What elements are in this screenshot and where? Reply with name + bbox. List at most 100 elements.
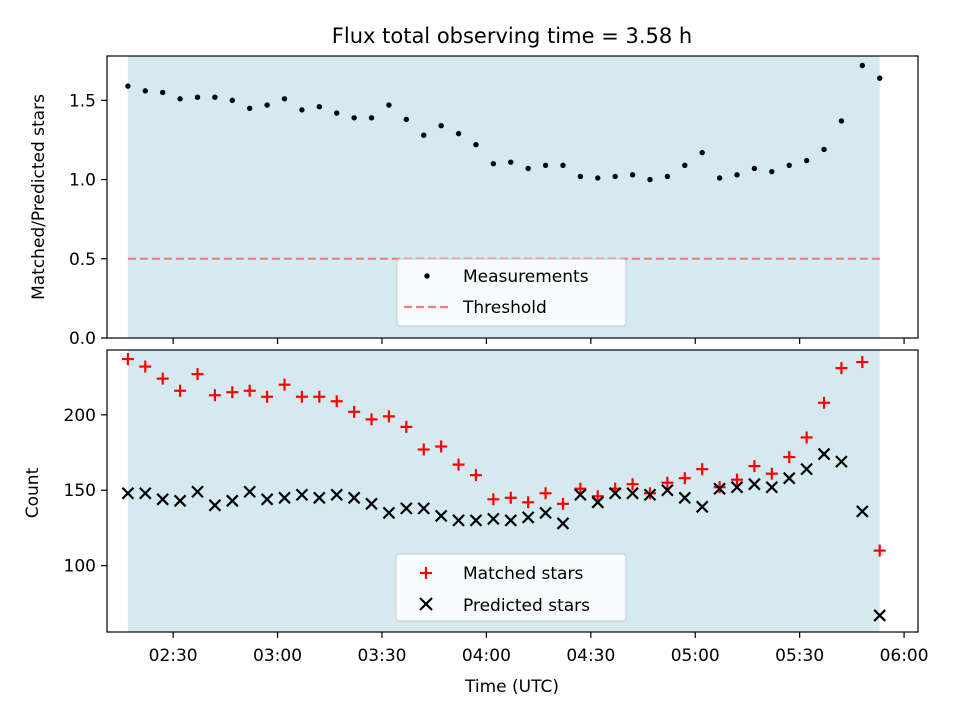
matched-star-point (556, 497, 569, 510)
measurement-point (264, 102, 270, 108)
legend-matched-label: Matched stars (463, 564, 583, 584)
measurement-point (316, 103, 323, 110)
matched-star-point (226, 386, 239, 399)
measurement-point (438, 123, 444, 129)
predicted-star-point (365, 497, 378, 511)
matched-star-point (873, 544, 886, 557)
measurement-point (299, 107, 305, 113)
predicted-star-point (208, 499, 222, 512)
measurement-point (351, 115, 357, 121)
predicted-star-point (295, 488, 309, 502)
matched-star-point (678, 472, 691, 485)
predicted-star-point (156, 493, 169, 506)
bottom-marks (121, 353, 886, 622)
measurement-point (560, 162, 566, 169)
measurement-point (542, 162, 549, 169)
matched-star-point (731, 473, 744, 486)
x-tick-label: 04:00 (462, 646, 511, 666)
y-tick-label: 100 (64, 557, 96, 577)
top-y-axis-label: Matched/Predicted stars (29, 94, 49, 300)
measurement-point (838, 118, 845, 124)
predicted-star-point (243, 485, 256, 499)
x-tick-label: 03:00 (253, 646, 302, 666)
predicted-star-point (260, 493, 274, 506)
x-tick-label: 04:30 (566, 646, 615, 666)
measurement-point (595, 175, 601, 181)
measurement-point (247, 105, 253, 111)
matched-star-point (626, 478, 639, 491)
predicted-star-point (661, 483, 674, 497)
predicted-star-point (313, 491, 326, 505)
predicted-star-point (678, 491, 692, 505)
matched-star-point (191, 368, 204, 381)
measurement-point (734, 172, 740, 178)
matched-star-point (469, 469, 482, 482)
y-tick-label: 0.0 (69, 329, 96, 349)
legend-measurements-label: Measurements (463, 267, 589, 287)
predicted-star-point (591, 496, 605, 509)
matched-star-point (295, 390, 308, 403)
measurement-point (229, 97, 236, 104)
predicted-star-point (748, 477, 761, 491)
bottom-plot-frame (106, 349, 919, 633)
matched-star-point (156, 372, 169, 385)
matched-star-point (208, 389, 221, 402)
predicted-star-point (278, 491, 291, 505)
legend-predicted-marker (419, 597, 433, 611)
measurement-point (386, 102, 392, 108)
measurement-point (490, 161, 497, 167)
measurement-point (368, 115, 375, 121)
bottom-legend: Matched stars Predicted stars (395, 553, 627, 622)
matched-star-point (574, 482, 587, 495)
top-y-axis: 0.0 0.5 1.0 1.5 (69, 91, 107, 349)
measurement-point (334, 110, 340, 116)
legend-measurements-marker (424, 273, 430, 279)
measurement-point (803, 157, 810, 164)
predicted-star-point (835, 455, 848, 468)
x-tick-label: 06:00 (880, 646, 929, 666)
measurement-point (751, 165, 758, 172)
predicted-star-point (139, 486, 152, 500)
measurement-point (716, 175, 723, 181)
legend-threshold-label: Threshold (462, 298, 547, 318)
matched-star-point (348, 405, 361, 418)
measurement-point (159, 89, 166, 96)
predicted-star-point (504, 514, 518, 527)
predicted-star-point (730, 480, 744, 494)
measurement-point (629, 172, 636, 178)
matched-star-point (261, 390, 274, 403)
bottom-legend-box (395, 553, 627, 622)
measurement-point (821, 146, 827, 153)
predicted-star-point (191, 485, 204, 499)
x-tick-label: 05:30 (775, 646, 824, 666)
chart-title: Flux total observing time = 3.58 h (332, 24, 692, 48)
matched-star-point (278, 378, 291, 391)
measurement-point (577, 173, 584, 180)
predicted-star-point (469, 514, 483, 527)
x-tick-label: 03:30 (357, 646, 406, 666)
bottom-y-axis: 100 150 200 (64, 406, 107, 577)
bottom-y-axis-label: Count (23, 467, 43, 518)
predicted-star-point (382, 506, 396, 520)
measurement-point (508, 159, 514, 165)
predicted-star-point (765, 480, 779, 494)
matched-star-point (783, 451, 796, 464)
bottom-panel: 100 150 200 02:30 03:00 03:30 04:00 04:30 05:00… (23, 349, 929, 697)
top-legend-box (396, 258, 627, 327)
matched-star-point (243, 384, 256, 397)
bottom-x-axis: 02:30 03:00 03:30 04:00 04:30 05:00 05:30 06:00 (149, 632, 929, 666)
predicted-star-point (121, 486, 135, 500)
matched-star-point (818, 396, 831, 409)
top-legend: Measurements Threshold (396, 258, 627, 327)
measurement-point (877, 75, 883, 81)
measurement-point (859, 62, 866, 69)
measurement-point (682, 162, 688, 169)
x-axis-label: Time (UTC) (464, 677, 559, 697)
matched-star-point (382, 410, 395, 423)
measurement-point (612, 173, 618, 180)
measurement-point (177, 96, 183, 102)
predicted-star-point (173, 494, 187, 508)
matched-star-point (174, 384, 187, 397)
matched-star-point (417, 443, 430, 456)
